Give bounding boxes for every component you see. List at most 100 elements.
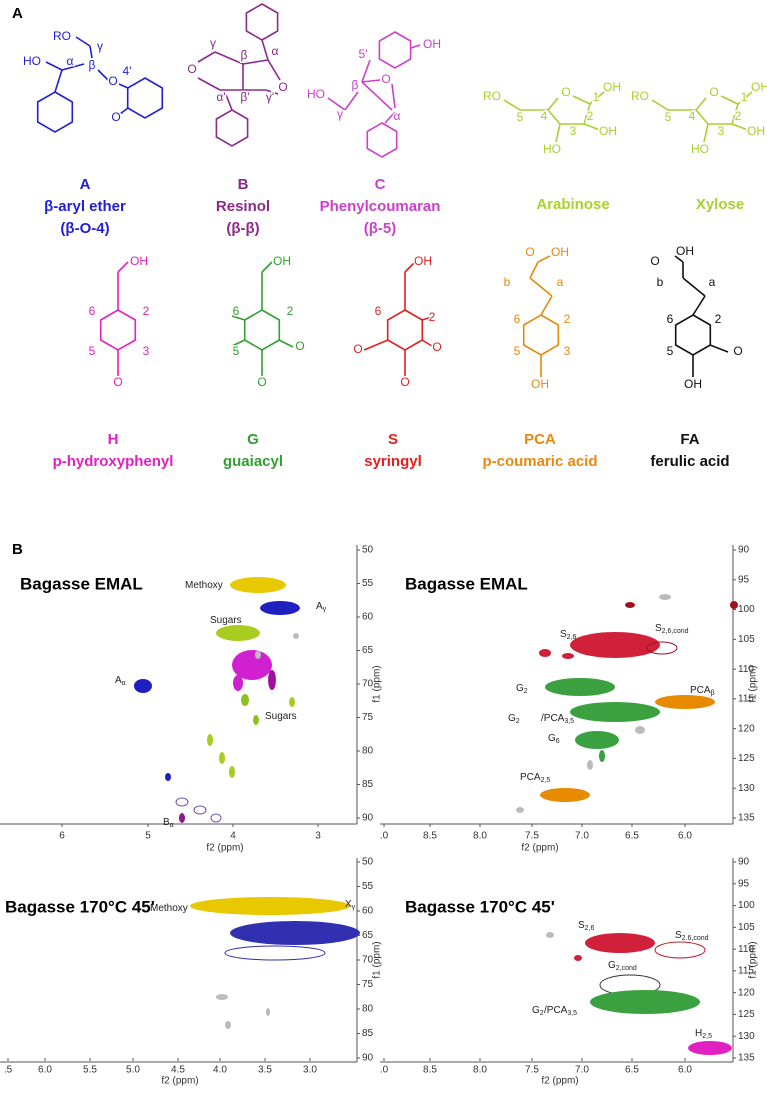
y-tick-label: 65 — [362, 930, 374, 941]
peak-label-main: X — [345, 899, 352, 910]
atom-label: a — [709, 275, 716, 289]
atom-label: O — [111, 110, 120, 124]
y-tick-label: 130 — [738, 783, 755, 794]
structure-name: G — [247, 431, 259, 448]
atom-label: OH — [130, 254, 148, 268]
x-tick-label: 6.0 — [38, 1065, 52, 1076]
atom-label: 6 — [375, 304, 382, 318]
structure-name: Phenylcoumaran — [320, 198, 441, 215]
bond — [731, 103, 739, 125]
atom-label: β' — [240, 90, 249, 104]
peak-label-sub: 2 — [540, 1010, 544, 1017]
atom-label: O — [257, 375, 266, 389]
bond — [118, 83, 129, 89]
atom-label: O — [733, 344, 742, 358]
peak-label: Aγ — [316, 601, 327, 613]
structure-name: C — [375, 176, 386, 193]
bond — [572, 95, 591, 105]
atom-label: 2 — [587, 109, 594, 123]
atom-label: 5 — [514, 344, 521, 358]
bond — [547, 109, 561, 125]
atom-label: α — [272, 44, 279, 58]
y-tick-label: 55 — [362, 578, 374, 589]
atom-label: OH — [273, 254, 291, 268]
peak-label-main: A — [316, 601, 323, 612]
peak-label: Methoxy — [185, 580, 223, 591]
bond — [583, 103, 591, 125]
atom-label: O — [381, 72, 390, 86]
bond — [410, 44, 421, 49]
y-tick-label: 90 — [738, 545, 750, 556]
bond — [119, 107, 129, 115]
x-tick-label: 5 — [145, 831, 151, 842]
atom-label: O — [295, 339, 304, 353]
peak-label-main: B — [163, 817, 170, 828]
structure-name: PCA — [524, 431, 556, 448]
atom-label: 5 — [517, 110, 524, 124]
bond — [720, 95, 739, 105]
bond — [703, 123, 709, 143]
x-axis-label: f2 (ppm) — [161, 1076, 198, 1087]
atom-label: 6 — [89, 304, 96, 318]
peak-label-main: H — [695, 1028, 702, 1039]
peak-label: Aα — [115, 675, 126, 687]
y-tick-label: 110 — [738, 664, 754, 675]
y-tick-label: 50 — [362, 857, 374, 868]
peak-label-sub: γ — [323, 606, 327, 613]
bond — [695, 97, 707, 111]
bond — [75, 36, 91, 47]
bond — [242, 59, 269, 65]
peak-label-sub: 2,6,cond — [662, 628, 689, 635]
bond — [529, 261, 539, 279]
atom-label: α' — [216, 90, 225, 104]
bond — [224, 91, 233, 111]
atom-label: γ — [210, 36, 216, 50]
atom-label: γ — [337, 107, 343, 121]
y-tick-label: 130 — [738, 1031, 755, 1042]
structure-name: guaiacyl — [223, 453, 283, 470]
atom-label: b — [504, 275, 511, 289]
peak-label-sub: 2,6 — [585, 925, 595, 932]
atom-label: 5 — [665, 110, 672, 124]
atom-label: β — [352, 78, 359, 92]
peak-label-main: G — [548, 733, 556, 744]
atom-label: b — [657, 275, 664, 289]
y-tick-label: 110 — [738, 944, 754, 955]
atom-label: 5 — [667, 344, 674, 358]
atom-label: 2 — [564, 312, 571, 326]
bond — [540, 295, 553, 316]
y-tick-label: 50 — [362, 545, 374, 556]
peak-label-main: PCA — [690, 685, 711, 696]
atom-label: 3 — [564, 344, 571, 358]
bond — [503, 99, 521, 111]
y-tick-label: 80 — [362, 1004, 374, 1015]
y-axis-label: f1 (ppm) — [748, 941, 759, 978]
y-tick-label: 75 — [362, 979, 374, 990]
y-tick-label: 90 — [362, 813, 374, 824]
peak-label-main: PCA — [520, 772, 541, 783]
bond — [737, 91, 753, 105]
atom-label: O — [113, 375, 122, 389]
y-tick-label: 100 — [738, 900, 755, 911]
atom-label: 3 — [718, 124, 725, 138]
peak-label: Sugars — [210, 615, 242, 626]
x-tick-label: 7.0 — [575, 1065, 589, 1076]
structure-name: H — [108, 431, 119, 448]
y-tick-label: 85 — [362, 779, 374, 790]
atom-label: O — [353, 342, 362, 356]
x-tick-label: 6.5 — [625, 831, 639, 842]
bond — [61, 63, 85, 71]
atom-label: 2 — [735, 109, 742, 123]
peak-label-main: Methoxy — [150, 903, 188, 914]
atom-label: O — [400, 375, 409, 389]
ring — [245, 3, 279, 41]
y-tick-label: 120 — [738, 723, 755, 734]
bond — [537, 255, 551, 263]
atom-label: 4 — [689, 109, 696, 123]
atom-label: 2 — [715, 312, 722, 326]
peak-label: PCA2,5 — [520, 772, 550, 784]
structure-name: Arabinose — [536, 196, 609, 213]
peak-label-sub: γ — [352, 904, 356, 911]
bond — [589, 91, 605, 105]
